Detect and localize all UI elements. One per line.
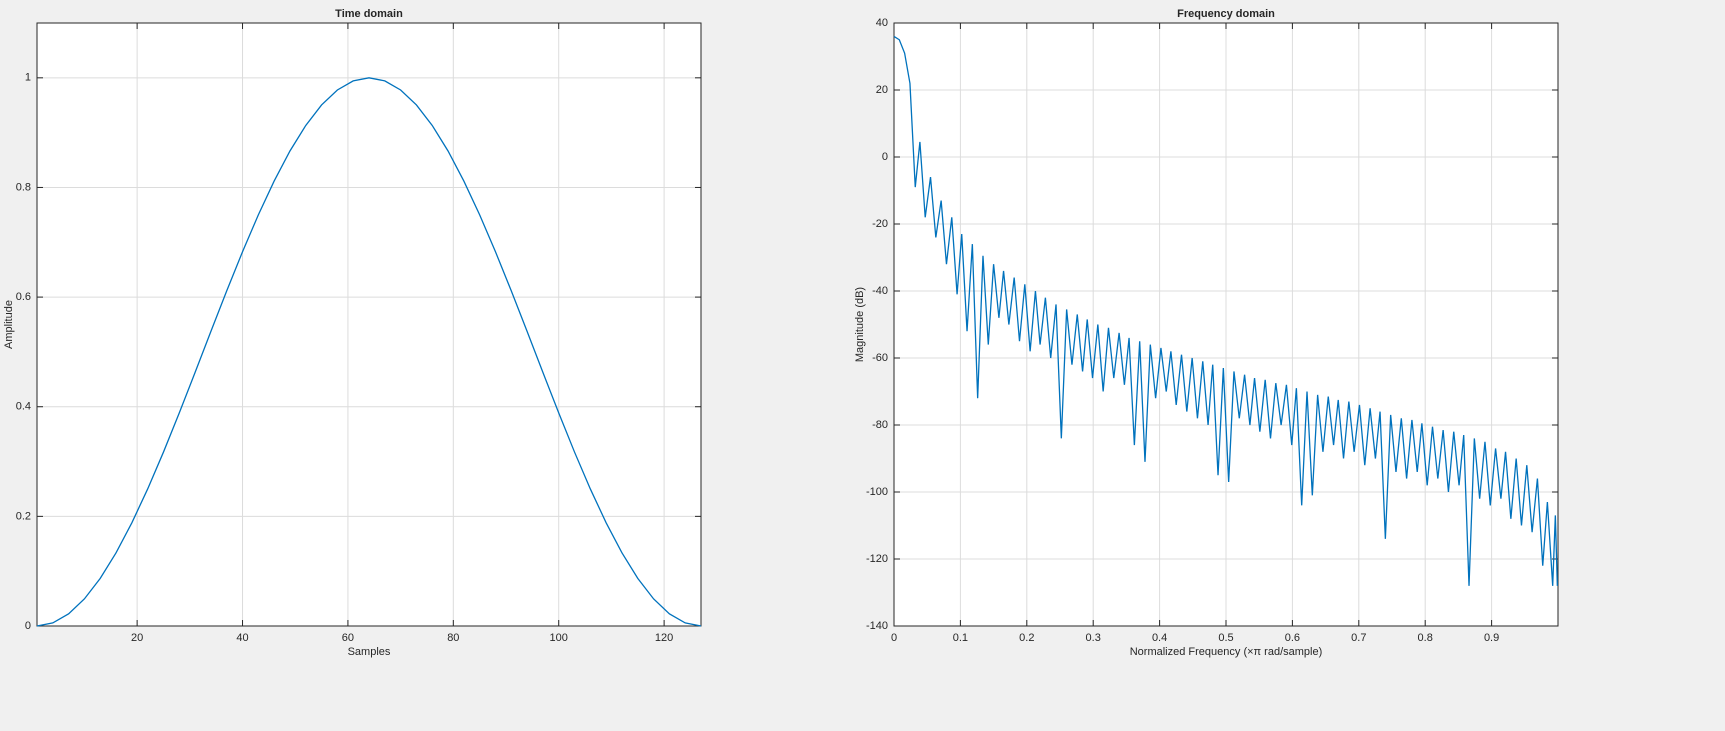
x-tick-label: 0.7 — [1351, 632, 1366, 644]
x-tick-label: 20 — [131, 632, 143, 644]
y-tick-label: -140 — [866, 620, 888, 632]
x-tick-label: 0.8 — [1418, 632, 1433, 644]
x-tick-label: 0.3 — [1086, 632, 1101, 644]
y-tick-label: 1 — [25, 72, 31, 84]
x-axis-label: Samples — [348, 646, 391, 658]
x-tick-label: 0.4 — [1152, 632, 1167, 644]
y-tick-label: -20 — [872, 218, 888, 230]
chart-title: Frequency domain — [1177, 8, 1275, 20]
x-tick-label: 0.9 — [1484, 632, 1499, 644]
x-tick-label: 60 — [342, 632, 354, 644]
line-series — [36, 77, 702, 627]
y-tick-label: 20 — [876, 84, 888, 96]
y-tick-label: 0 — [25, 620, 31, 632]
axes-box — [36, 22, 702, 627]
x-tick-label: 80 — [447, 632, 459, 644]
chart-title: Time domain — [335, 8, 403, 20]
y-axis-label: Magnitude (dB) — [854, 287, 866, 362]
x-tick-label: 0.1 — [953, 632, 968, 644]
x-tick-label: 100 — [550, 632, 568, 644]
y-tick-label: 40 — [876, 17, 888, 29]
axes: 0 0.1 0.2 0.3 0.4 0.5 0.6 0.7 0.8 0.9 -140 -120 -100… — [854, 8, 1559, 658]
x-tick-label: 0.5 — [1218, 632, 1233, 644]
y-tick-label: 0.2 — [16, 510, 31, 522]
x-tick-label: 40 — [236, 632, 248, 644]
y-tick-label: 0.4 — [16, 401, 31, 413]
y-tick-label: -120 — [866, 553, 888, 565]
x-tick-label: 120 — [655, 632, 673, 644]
x-tick-label: 0.6 — [1285, 632, 1300, 644]
y-axis-label: Amplitude — [3, 300, 15, 349]
axes-box — [893, 22, 1559, 627]
plot-area — [37, 23, 701, 626]
y-tick-label: 0 — [882, 151, 888, 163]
y-tick-label: -100 — [866, 486, 888, 498]
y-tick-label: 0.8 — [16, 181, 31, 193]
x-tick-label: 0.2 — [1019, 632, 1034, 644]
y-tick-label: -60 — [872, 352, 888, 364]
x-axis-label: Normalized Frequency (×π rad/sample) — [1130, 646, 1323, 658]
axes: 20 40 60 80 100 120 0 0.2 0.4 0.6 0.8 1 Time domain S… — [3, 8, 702, 658]
x-tick-label: 0 — [891, 632, 897, 644]
y-tick-label: -80 — [872, 419, 888, 431]
line-series — [893, 35, 1558, 586]
y-tick-label: 0.6 — [16, 291, 31, 303]
y-tick-label: -40 — [872, 285, 888, 297]
